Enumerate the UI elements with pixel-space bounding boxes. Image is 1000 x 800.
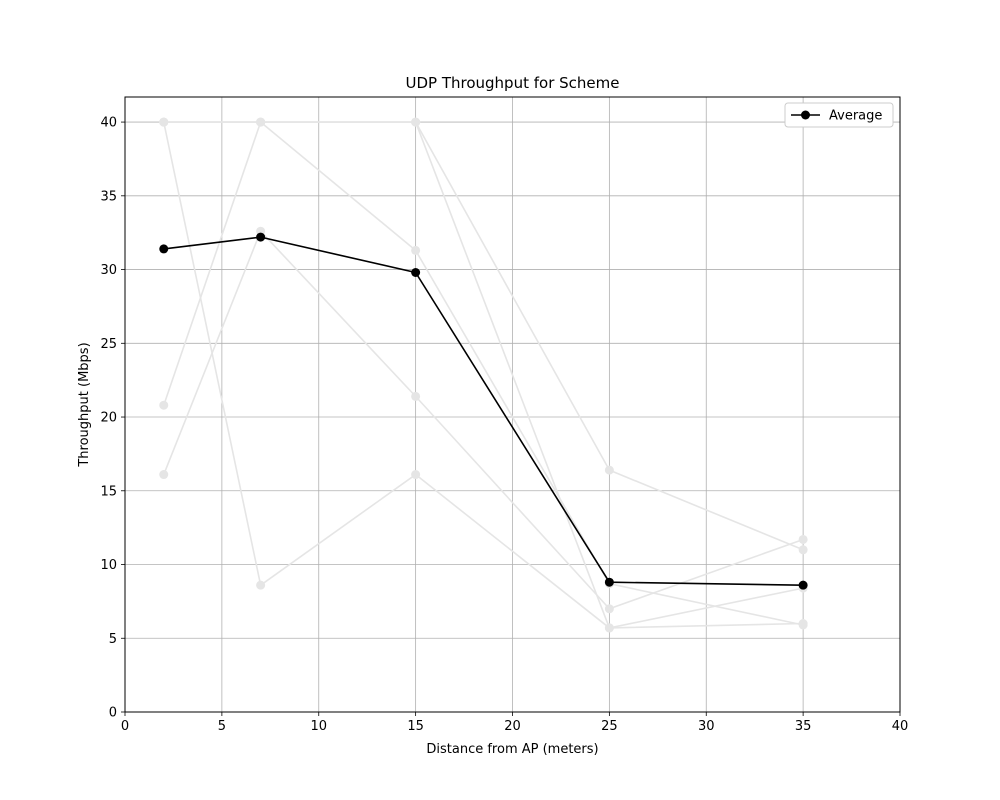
- x-tick-label: 10: [310, 719, 327, 734]
- y-tick-label: 40: [100, 116, 117, 131]
- run-point: [604, 604, 614, 614]
- ticks: 0 5 10 15 20 25 30 35 40 0 5 10 15 20 25 30 35 40: [100, 116, 908, 734]
- y-axis-label: Throughput (Mbps): [77, 342, 92, 467]
- run-point: [604, 465, 614, 475]
- run-point: [604, 623, 614, 633]
- run-point: [798, 545, 808, 555]
- chart-title: UDP Throughput for Scheme: [406, 74, 620, 92]
- run-line: [163, 121, 804, 626]
- run-point: [256, 580, 266, 590]
- legend: Average: [784, 102, 894, 128]
- legend-frame: [784, 102, 894, 128]
- series-average: [159, 232, 808, 590]
- average-point: [604, 577, 614, 587]
- y-tick-label: 5: [109, 632, 117, 647]
- run-point: [159, 117, 169, 127]
- run-point: [798, 534, 808, 544]
- y-tick-label: 25: [100, 337, 117, 352]
- x-tick-label: 15: [407, 719, 424, 734]
- y-tick-label: 15: [100, 484, 117, 499]
- series-run-2: [159, 117, 808, 633]
- run-line: [162, 121, 804, 551]
- run-point: [798, 620, 808, 630]
- series-run-1: [159, 117, 808, 633]
- y-tick-label: 10: [100, 558, 117, 573]
- legend-label-average: Average: [829, 109, 882, 124]
- y-tick-label: 35: [100, 189, 117, 204]
- x-tick-label: 5: [218, 719, 226, 734]
- average-point: [798, 580, 808, 590]
- run-point: [159, 400, 169, 410]
- series-run-4: [159, 226, 808, 614]
- x-tick-label: 30: [698, 719, 715, 734]
- y-tick-label: 30: [100, 263, 117, 278]
- series-run-3: [159, 117, 808, 555]
- y-tick-label: 20: [100, 411, 117, 426]
- average-line: [163, 236, 804, 586]
- run-line: [162, 121, 804, 629]
- average-point: [256, 232, 266, 242]
- run-point: [411, 470, 421, 480]
- average-point: [411, 268, 421, 278]
- y-tick-label: 0: [109, 706, 117, 721]
- average-point: [159, 244, 169, 254]
- legend-marker-average: [801, 110, 810, 120]
- x-axis-label: Distance from AP (meters): [426, 742, 598, 757]
- x-tick-label: 20: [504, 719, 521, 734]
- x-tick-label: 40: [892, 719, 909, 734]
- x-tick-label: 0: [121, 719, 129, 734]
- run-line: [163, 230, 804, 610]
- series-layer: [159, 117, 808, 633]
- run-point: [159, 470, 169, 480]
- run-point: [411, 391, 421, 401]
- x-tick-label: 35: [795, 719, 812, 734]
- run-point: [411, 245, 421, 255]
- run-point: [411, 117, 421, 127]
- run-point: [256, 117, 266, 127]
- series-run-5: [159, 117, 808, 630]
- run-line: [163, 121, 804, 629]
- grid: [124, 97, 901, 713]
- x-tick-label: 25: [601, 719, 618, 734]
